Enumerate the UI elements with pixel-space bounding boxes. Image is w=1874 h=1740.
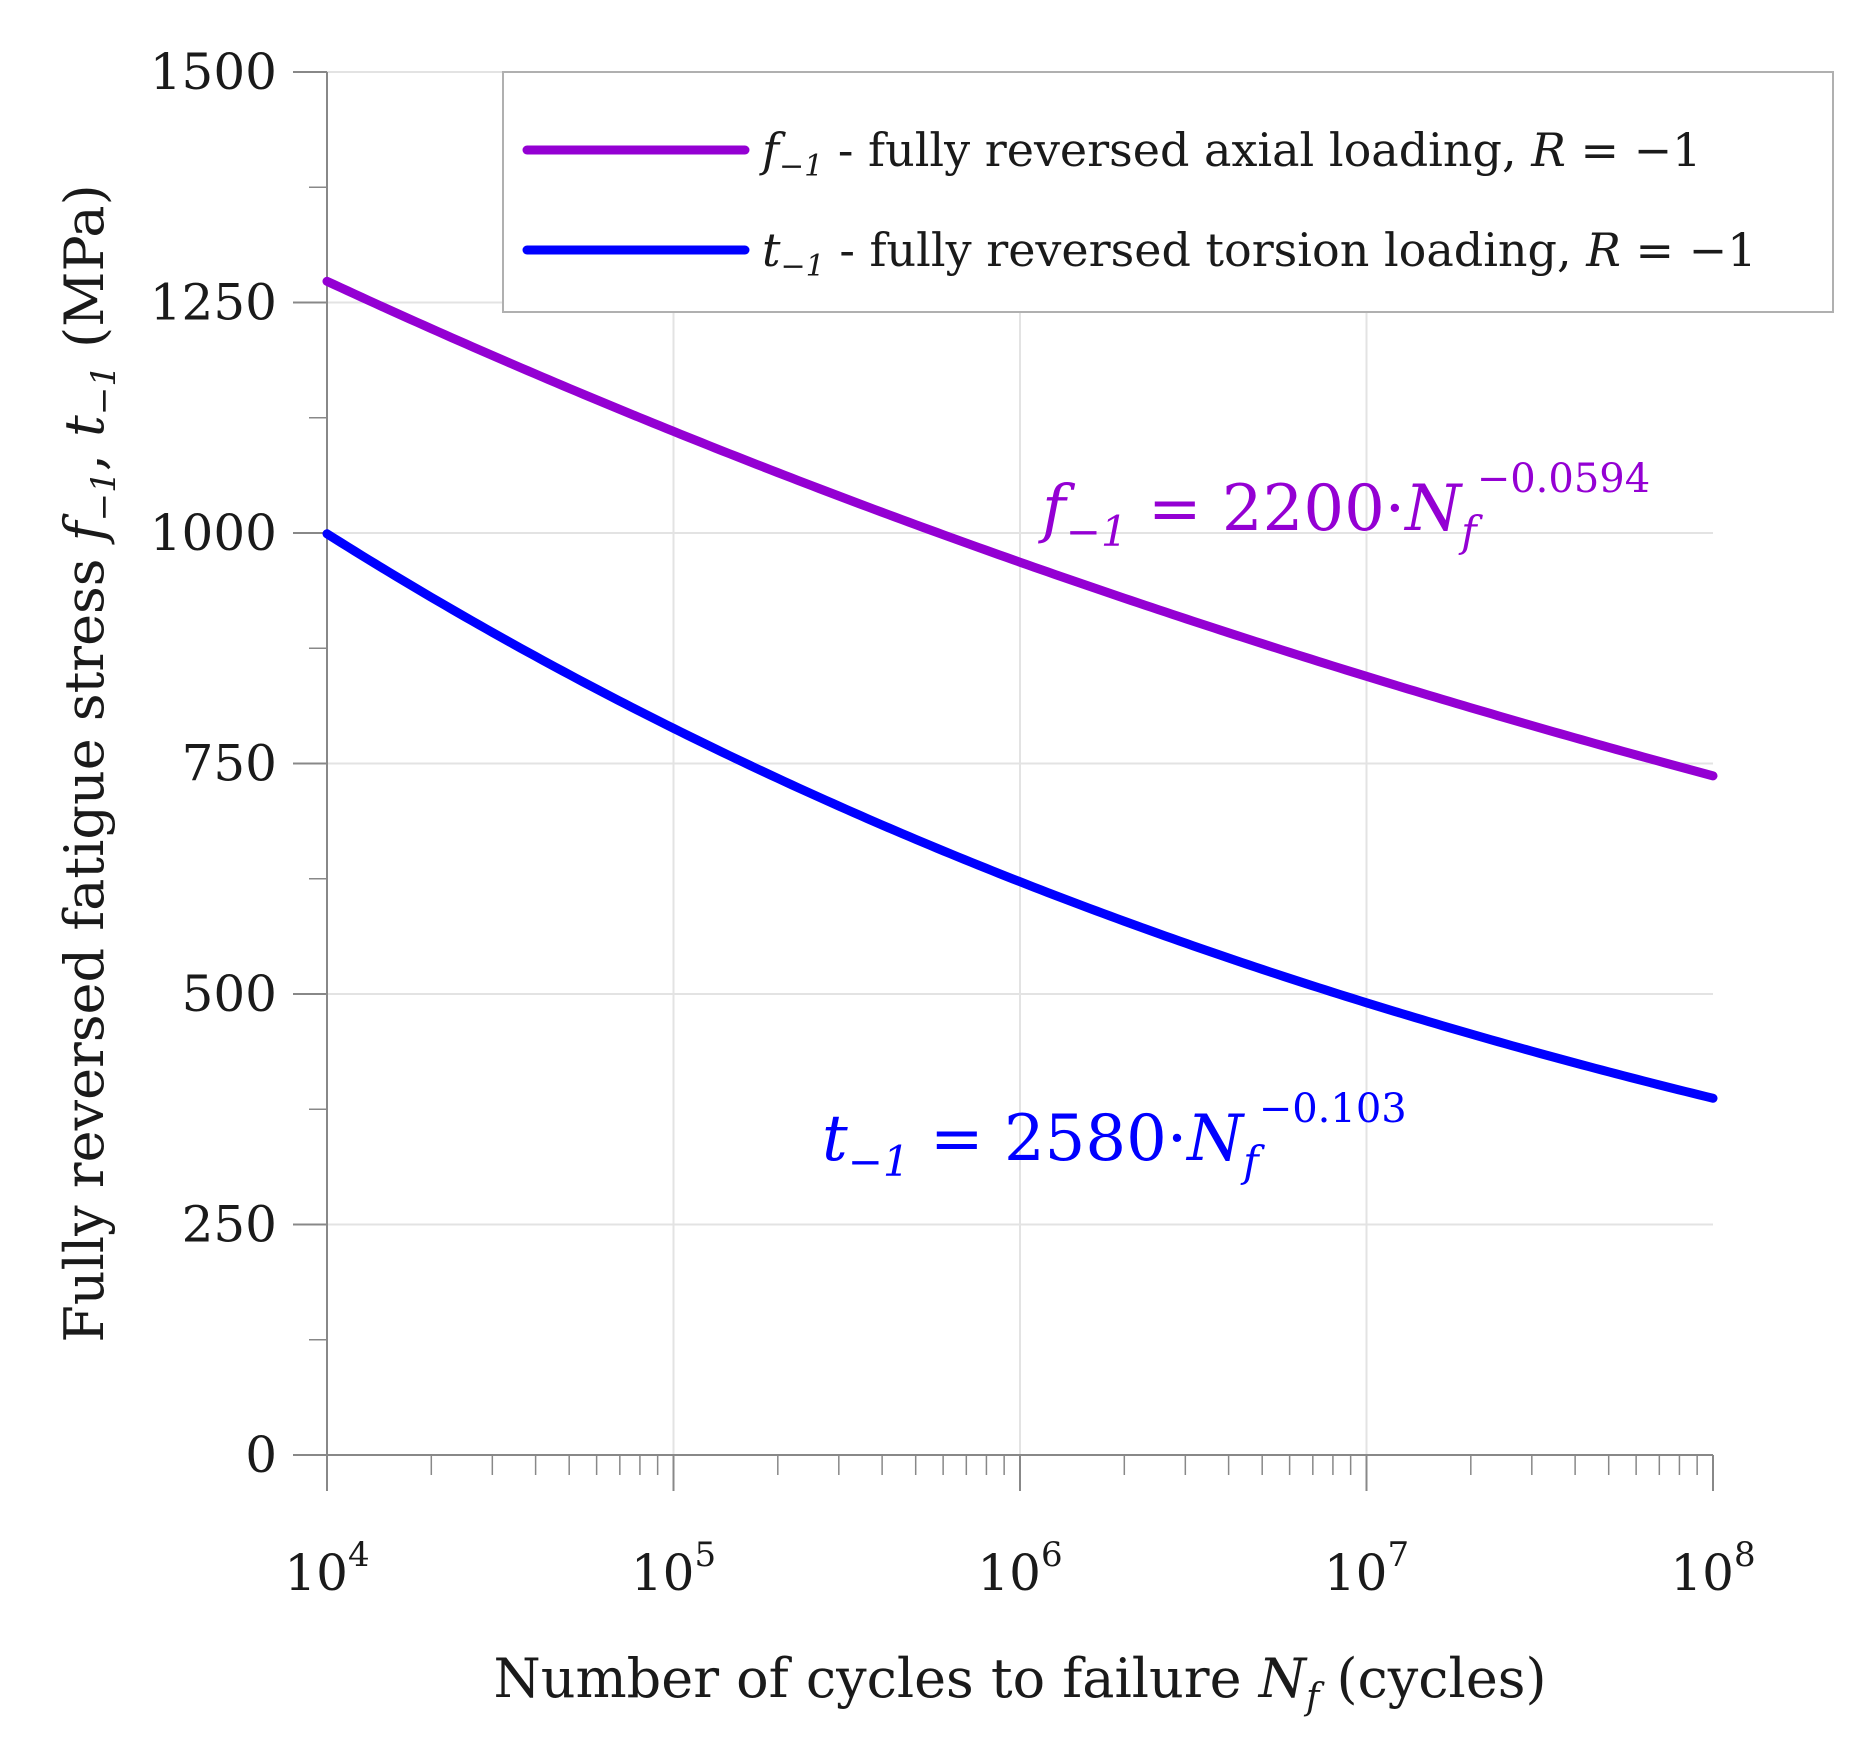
x-tick-exponent: 6 (1041, 1535, 1063, 1575)
equation-torsion: t−1 = 2580·Nf −0.103 (822, 1086, 1407, 1186)
legend-r-value: = −1 (1566, 123, 1702, 177)
eq-var-sub: f (1458, 507, 1483, 556)
series-line-torsion (322, 529, 1718, 1103)
y-axis-title-unit: (MPa) (53, 184, 116, 365)
y-axis-title-f-sub: −1 (84, 471, 124, 521)
legend-subscript: −1 (781, 249, 825, 284)
x-tick-label: 107 (1324, 1535, 1409, 1602)
y-tick-label: 1500 (150, 43, 277, 101)
eq-var: N (1403, 472, 1463, 546)
y-axis-title-t: t (53, 415, 116, 437)
legend: f−1 - fully reversed axial loading, R = … (502, 71, 1834, 313)
x-tick-label: 104 (284, 1535, 369, 1602)
y-axis-title-t-sub: −1 (84, 365, 124, 415)
eq-lhs-sub: −1 (1066, 507, 1128, 556)
equation-axial: f−1 = 2200·Nf−0.0594 (1038, 456, 1650, 556)
x-axis-title: Number of cycles to failure Nf (cycles) (493, 1647, 1546, 1718)
y-axis-title-text: Fully reversed fatigue stress (53, 541, 116, 1342)
y-tick-label: 250 (182, 1196, 277, 1254)
y-tick-label: 1000 (150, 504, 277, 562)
x-axis-title-unit: (cycles) (1319, 1647, 1546, 1710)
y-tick-label: 0 (245, 1426, 277, 1484)
y-tick-label: 500 (182, 965, 277, 1023)
eq-rhs: = 2580· (910, 1102, 1188, 1176)
x-tick-base: 10 (1324, 1544, 1388, 1602)
eq-lhs-sub: −1 (848, 1137, 910, 1186)
legend-label-torsion: t−1 - fully reversed torsion loading, R … (762, 223, 1757, 284)
series-line-axial (322, 276, 1718, 781)
eq-lhs: t (822, 1102, 848, 1176)
legend-box (502, 71, 1834, 313)
eq-sup: −0.103 (1259, 1086, 1407, 1132)
legend-subscript: −1 (779, 149, 823, 184)
x-tick-base: 10 (284, 1544, 348, 1602)
x-tick-base: 10 (631, 1544, 695, 1602)
x-tick-exponent: 7 (1387, 1535, 1409, 1575)
eq-sup: −0.0594 (1477, 456, 1650, 502)
y-axis-title: Fully reversed fatigue stress f−1, t−1 (… (53, 184, 124, 1342)
x-tick-exponent: 4 (348, 1535, 370, 1575)
legend-r: R (1530, 123, 1566, 177)
series-layer (322, 276, 1718, 1103)
x-tick-base: 10 (1670, 1544, 1734, 1602)
legend-r-value: = −1 (1621, 223, 1757, 277)
legend-label-axial: f−1 - fully reversed axial loading, R = … (759, 123, 1701, 184)
y-tick-label: 1250 (150, 274, 277, 332)
legend-r: R (1585, 223, 1621, 277)
y-tick-label: 750 (182, 735, 277, 793)
legend-symbol: t (762, 223, 781, 277)
legend-text: - fully reversed axial loading, (823, 123, 1531, 177)
legend-text: - fully reversed torsion loading, (825, 223, 1587, 277)
y-axis-title-sep: , (53, 437, 116, 471)
x-tick-exponent: 8 (1734, 1535, 1756, 1575)
eq-rhs: = 2200· (1128, 472, 1406, 546)
x-tick-label: 108 (1670, 1535, 1755, 1602)
x-tick-base: 10 (977, 1544, 1041, 1602)
x-tick-label: 106 (977, 1535, 1062, 1602)
x-axis-title-text: Number of cycles to failure (493, 1647, 1258, 1710)
eq-var: N (1185, 1102, 1245, 1176)
x-tick-label: 105 (631, 1535, 716, 1602)
x-axis-title-var: N (1257, 1647, 1308, 1710)
x-tick-exponent: 5 (694, 1535, 716, 1575)
eq-var-sub: f (1240, 1137, 1265, 1186)
